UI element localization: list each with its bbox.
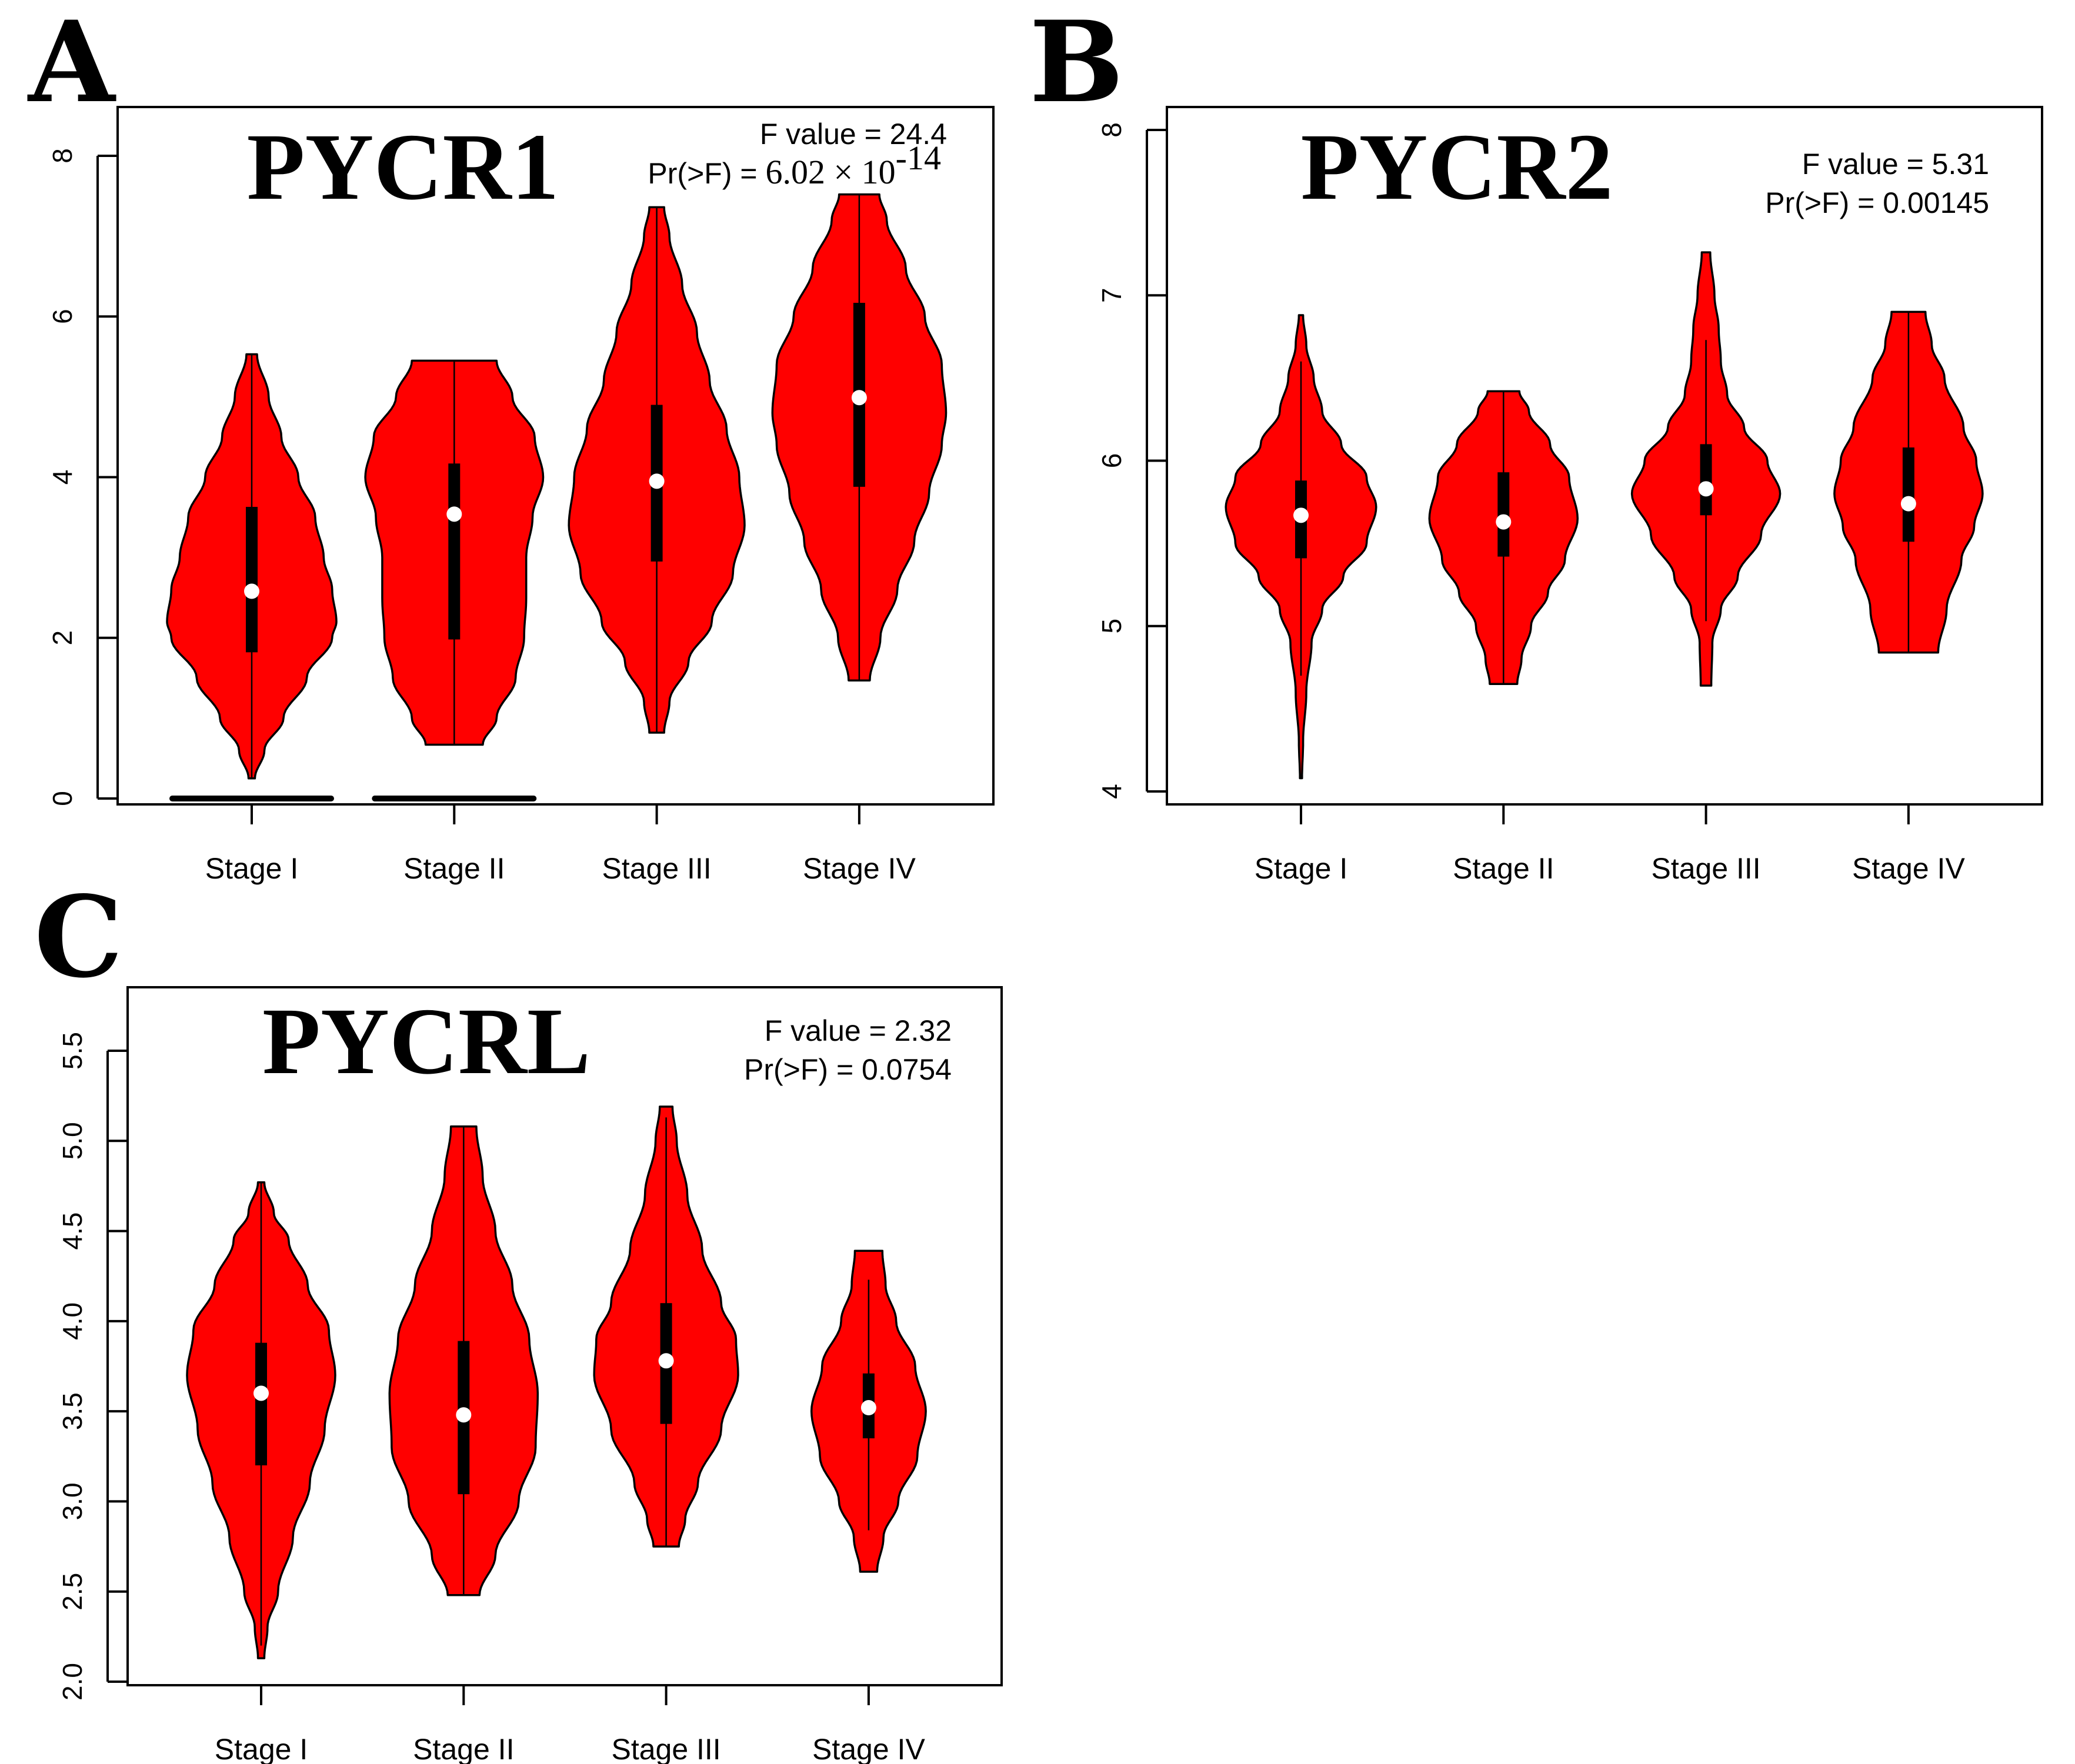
p-value-prefix: Pr(>F) = [648,157,765,190]
y-tick-label: 7 [1096,288,1127,303]
panel-b: B PYCR2 F value = 5.31 Pr(>F) = 0.00145 … [1029,0,2043,885]
iqr-box [1902,447,1914,542]
plot-area: 0 2 4 6 8 Stage I Stage II Stage III Stage IV [47,148,948,885]
median-point [1496,514,1512,530]
median-point [860,1400,876,1416]
p-value-mantissa: 6.02 × 10 [765,153,895,191]
plot-frame [116,106,995,806]
p-value-exponent: -14 [896,139,941,177]
median-point [244,583,259,599]
x-tick-label: Stage I [1255,852,1347,885]
y-tick-label: 3.0 [57,1482,88,1520]
iqr-box [1700,444,1712,516]
x-tick-label: Stage III [602,852,711,885]
panel-label: C [34,871,123,1003]
y-tick-label: 5.5 [57,1032,88,1070]
panel-a: A PYCR1 F value = 24.4 Pr(>F) = 6.02 × 1… [27,0,995,885]
x-tick-label: Stage IV [1852,852,1965,885]
x-tick-label: Stage I [205,852,298,885]
y-tick-label: 5.0 [57,1122,88,1160]
median-point [1698,481,1714,497]
y-tick-label: 4 [1096,784,1127,799]
y-tick-label: 2 [47,630,78,646]
median-point [1900,496,1916,512]
y-tick-label: 2.0 [57,1663,88,1700]
median-point [658,1353,674,1369]
y-tick-label: 4 [47,470,78,485]
median-point [446,506,462,522]
x-tick-label: Stage II [403,852,505,885]
f-value-text: F value = 2.32 [765,1014,952,1047]
x-tick-label: Stage I [215,1733,308,1764]
plot-area: 2.0 2.5 3.0 3.5 4.0 4.5 5.0 5.5 Stage I Stage II S… [57,1032,927,1764]
median-point [649,473,665,489]
y-tick-label: 4.5 [57,1212,88,1250]
p-value-text: Pr(>F) = 0.0754 [744,1053,952,1086]
gene-title: PYCR2 [1301,115,1613,220]
x-tick-label: Stage II [413,1733,514,1764]
x-tick-label: Stage II [1453,852,1554,885]
plot-frame [126,986,1003,1686]
y-tick-label: 4.0 [57,1302,88,1340]
f-value-text: F value = 5.31 [1802,148,1989,181]
y-tick-label: 8 [1096,122,1127,138]
y-tick-label: 5 [1096,619,1127,634]
iqr-box [448,463,461,640]
gene-title: PYCR1 [247,115,559,220]
x-tick-label: Stage III [1651,852,1760,885]
median-point [1293,507,1309,523]
y-tick-label: 2.5 [57,1573,88,1611]
p-value-text: Pr(>F) = 0.00145 [1765,186,1989,219]
iqr-box [255,1342,267,1466]
y-tick-label: 6 [47,309,78,324]
iqr-box [246,507,258,653]
panel-c: C PYCRL F value = 2.32 Pr(>F) = 0.0754 2… [34,871,1003,1764]
gene-title: PYCRL [262,989,591,1094]
panel-label: B [1029,0,1124,128]
panel-label: A [27,0,116,128]
p-value-text: Pr(>F) = 6.02 × 10-14 [648,139,941,191]
x-tick-label: Stage IV [812,1733,925,1764]
median-point [253,1385,269,1401]
plot-frame [1166,106,2043,806]
plot-area: 4 5 6 7 8 Stage I Stage II Stage III Stage IV [1096,122,1984,885]
median-point [851,390,867,406]
y-tick-label: 6 [1096,453,1127,469]
x-tick-label: Stage IV [803,852,916,885]
median-point [456,1407,472,1423]
y-tick-label: 8 [47,148,78,163]
x-tick-label: Stage III [611,1733,720,1764]
y-tick-label: 3.5 [57,1392,88,1430]
y-tick-label: 0 [47,791,78,806]
f-value-text: F value = 24.4 [760,118,947,151]
